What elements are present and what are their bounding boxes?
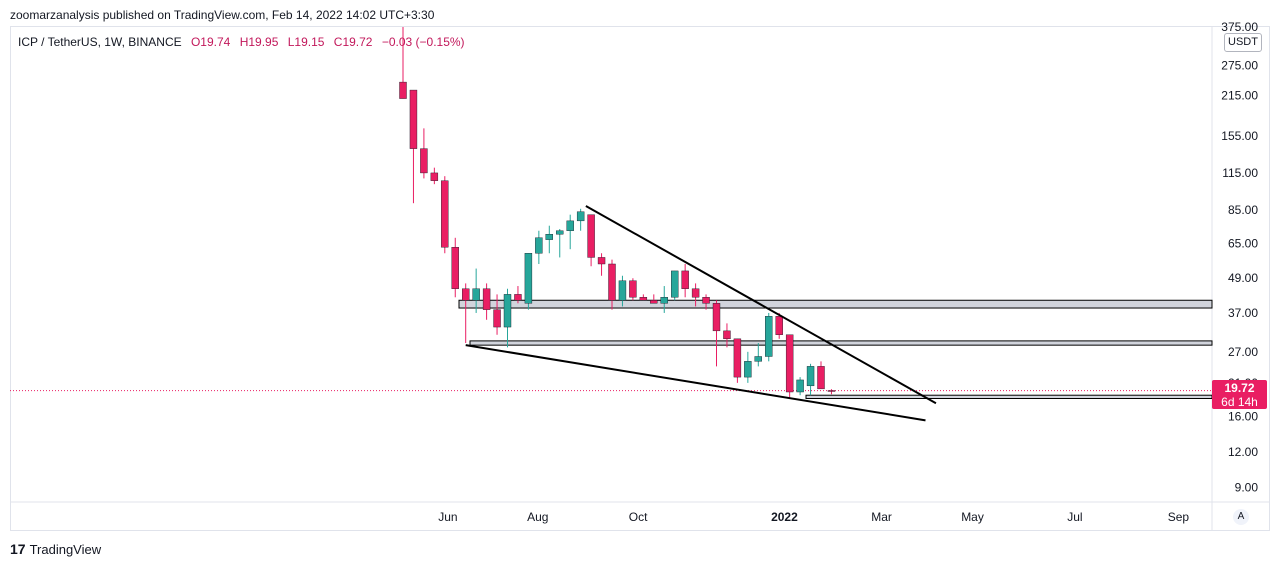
close-value: C19.72 — [333, 35, 373, 49]
candle-body[interactable] — [681, 270, 689, 289]
price-tick-label: 12.00 — [1228, 445, 1258, 459]
candle-body[interactable] — [671, 270, 679, 298]
publisher-line: zoomarzanalysis published on TradingView… — [10, 8, 435, 22]
candle-body[interactable] — [775, 316, 783, 335]
price-tick-label: 275.00 — [1221, 58, 1258, 72]
candle-body[interactable] — [409, 89, 418, 149]
candle-body[interactable] — [765, 316, 773, 357]
support-resistance-zone[interactable] — [469, 340, 1213, 346]
candle-body[interactable] — [535, 237, 543, 254]
low-value: L19.15 — [287, 35, 325, 49]
candle-body[interactable] — [785, 334, 794, 393]
candle-body[interactable] — [441, 180, 449, 248]
candle-body[interactable] — [472, 288, 480, 301]
candle-body[interactable] — [482, 288, 491, 310]
time-tick-label: Sep — [1168, 510, 1190, 524]
last-price-tag: 19.72 6d 14h — [1212, 380, 1267, 409]
descending-resistance-trendline[interactable] — [585, 205, 937, 405]
price-tick-label: 65.00 — [1228, 236, 1258, 250]
support-resistance-zone[interactable] — [805, 394, 1213, 400]
candle-body[interactable] — [806, 366, 815, 387]
candle-body[interactable] — [576, 211, 585, 222]
descending-support-trendline[interactable] — [465, 344, 926, 422]
candle-body[interactable] — [691, 288, 700, 298]
candle-body[interactable] — [827, 390, 836, 392]
candle-body[interactable] — [629, 280, 637, 298]
candle-body[interactable] — [566, 220, 574, 231]
candle-body[interactable] — [733, 338, 742, 378]
price-tick-label: 215.00 — [1221, 89, 1258, 103]
candle-body[interactable] — [493, 309, 501, 328]
chart-frame[interactable] — [10, 26, 1270, 531]
candle-body[interactable] — [514, 294, 522, 301]
time-tick-label: Jul — [1067, 510, 1082, 524]
candle-body[interactable] — [660, 297, 668, 304]
candle-body[interactable] — [587, 214, 595, 258]
candle-body[interactable] — [503, 294, 512, 328]
tradingview-logo-text: TradingView — [29, 541, 102, 557]
bar-countdown: 6d 14h — [1221, 395, 1258, 409]
price-tick-label: 115.00 — [1222, 166, 1258, 180]
time-tick-label: Oct — [629, 510, 648, 524]
candle-body[interactable] — [796, 379, 804, 393]
tradingview-logo-icon: 17 — [10, 541, 26, 557]
time-tick-label: Mar — [871, 510, 892, 524]
candle-body[interactable] — [430, 172, 439, 181]
candle-body[interactable] — [462, 288, 470, 301]
candle-body[interactable] — [754, 356, 762, 362]
candle-body[interactable] — [451, 247, 459, 289]
price-tick-label: 16.00 — [1228, 409, 1258, 423]
open-value: O19.74 — [190, 35, 231, 49]
candle-body[interactable] — [524, 253, 533, 304]
price-tick-label: 155.00 — [1221, 129, 1258, 143]
price-tick-label: 85.00 — [1228, 203, 1258, 217]
candle-body[interactable] — [712, 303, 721, 332]
time-tick-label: Jun — [438, 510, 457, 524]
candle-body[interactable] — [618, 280, 627, 301]
time-tick-label: May — [961, 510, 984, 524]
price-tick-label: 37.00 — [1228, 306, 1258, 320]
support-resistance-zone[interactable] — [458, 299, 1213, 309]
symbol-label[interactable]: ICP / TetherUS, 1W, BINANCE — [18, 35, 182, 49]
candle-body[interactable] — [545, 234, 553, 240]
time-tick-label: 2022 — [771, 510, 798, 524]
candle-body[interactable] — [744, 361, 752, 378]
candle-body[interactable] — [650, 300, 658, 304]
price-tick-label: 9.00 — [1235, 480, 1259, 494]
auto-scale-button[interactable]: A — [1233, 509, 1249, 525]
time-tick-label: Aug — [527, 510, 548, 524]
candle-body[interactable] — [608, 263, 616, 301]
price-tick-label: 49.00 — [1228, 271, 1258, 285]
last-price-value: 19.72 — [1224, 381, 1255, 395]
candle-body[interactable] — [556, 230, 564, 235]
candle-body[interactable] — [420, 148, 428, 174]
candle-body[interactable] — [702, 297, 710, 304]
candle-body[interactable] — [597, 257, 606, 265]
price-tick-label: 375.00 — [1221, 20, 1258, 34]
currency-badge[interactable]: USDT — [1224, 33, 1262, 52]
high-value: H19.95 — [239, 35, 279, 49]
tradingview-footer[interactable]: 17 TradingView — [10, 541, 101, 557]
price-tick-label: 27.00 — [1228, 345, 1258, 359]
candle-body[interactable] — [399, 81, 407, 99]
candle-body[interactable] — [639, 297, 648, 301]
candle-body[interactable] — [817, 366, 825, 390]
candle-body[interactable] — [723, 330, 731, 340]
